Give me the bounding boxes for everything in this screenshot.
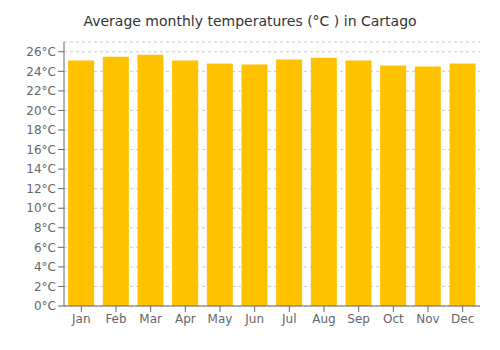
svg-text:10°C: 10°C [26,201,56,215]
svg-text:Sep: Sep [347,312,370,326]
svg-text:Mar: Mar [139,312,162,326]
svg-text:Nov: Nov [416,312,439,326]
svg-text:6°C: 6°C [34,241,56,255]
svg-text:Apr: Apr [175,312,196,326]
svg-text:16°C: 16°C [26,143,56,157]
svg-text:Aug: Aug [312,312,335,326]
svg-text:18°C: 18°C [26,123,56,137]
svg-text:8°C: 8°C [34,221,56,235]
svg-text:24°C: 24°C [26,65,56,79]
svg-text:0°C: 0°C [34,299,56,313]
svg-text:12°C: 12°C [26,182,56,196]
svg-text:Oct: Oct [383,312,404,326]
svg-text:14°C: 14°C [26,162,56,176]
svg-text:20°C: 20°C [26,104,56,118]
svg-text:Jan: Jan [71,312,91,326]
svg-text:May: May [208,312,233,326]
svg-text:2°C: 2°C [34,280,56,294]
svg-text:Feb: Feb [105,312,126,326]
svg-text:Dec: Dec [451,312,474,326]
svg-text:Jun: Jun [244,312,264,326]
svg-text:26°C: 26°C [26,45,56,59]
svg-text:22°C: 22°C [26,84,56,98]
html-text:Average monthly temperatures (: Average monthly temperatures (°C ) in Ca… [83,13,417,29]
svg-text:Jul: Jul [281,312,296,326]
svg-text:4°C: 4°C [34,260,56,274]
